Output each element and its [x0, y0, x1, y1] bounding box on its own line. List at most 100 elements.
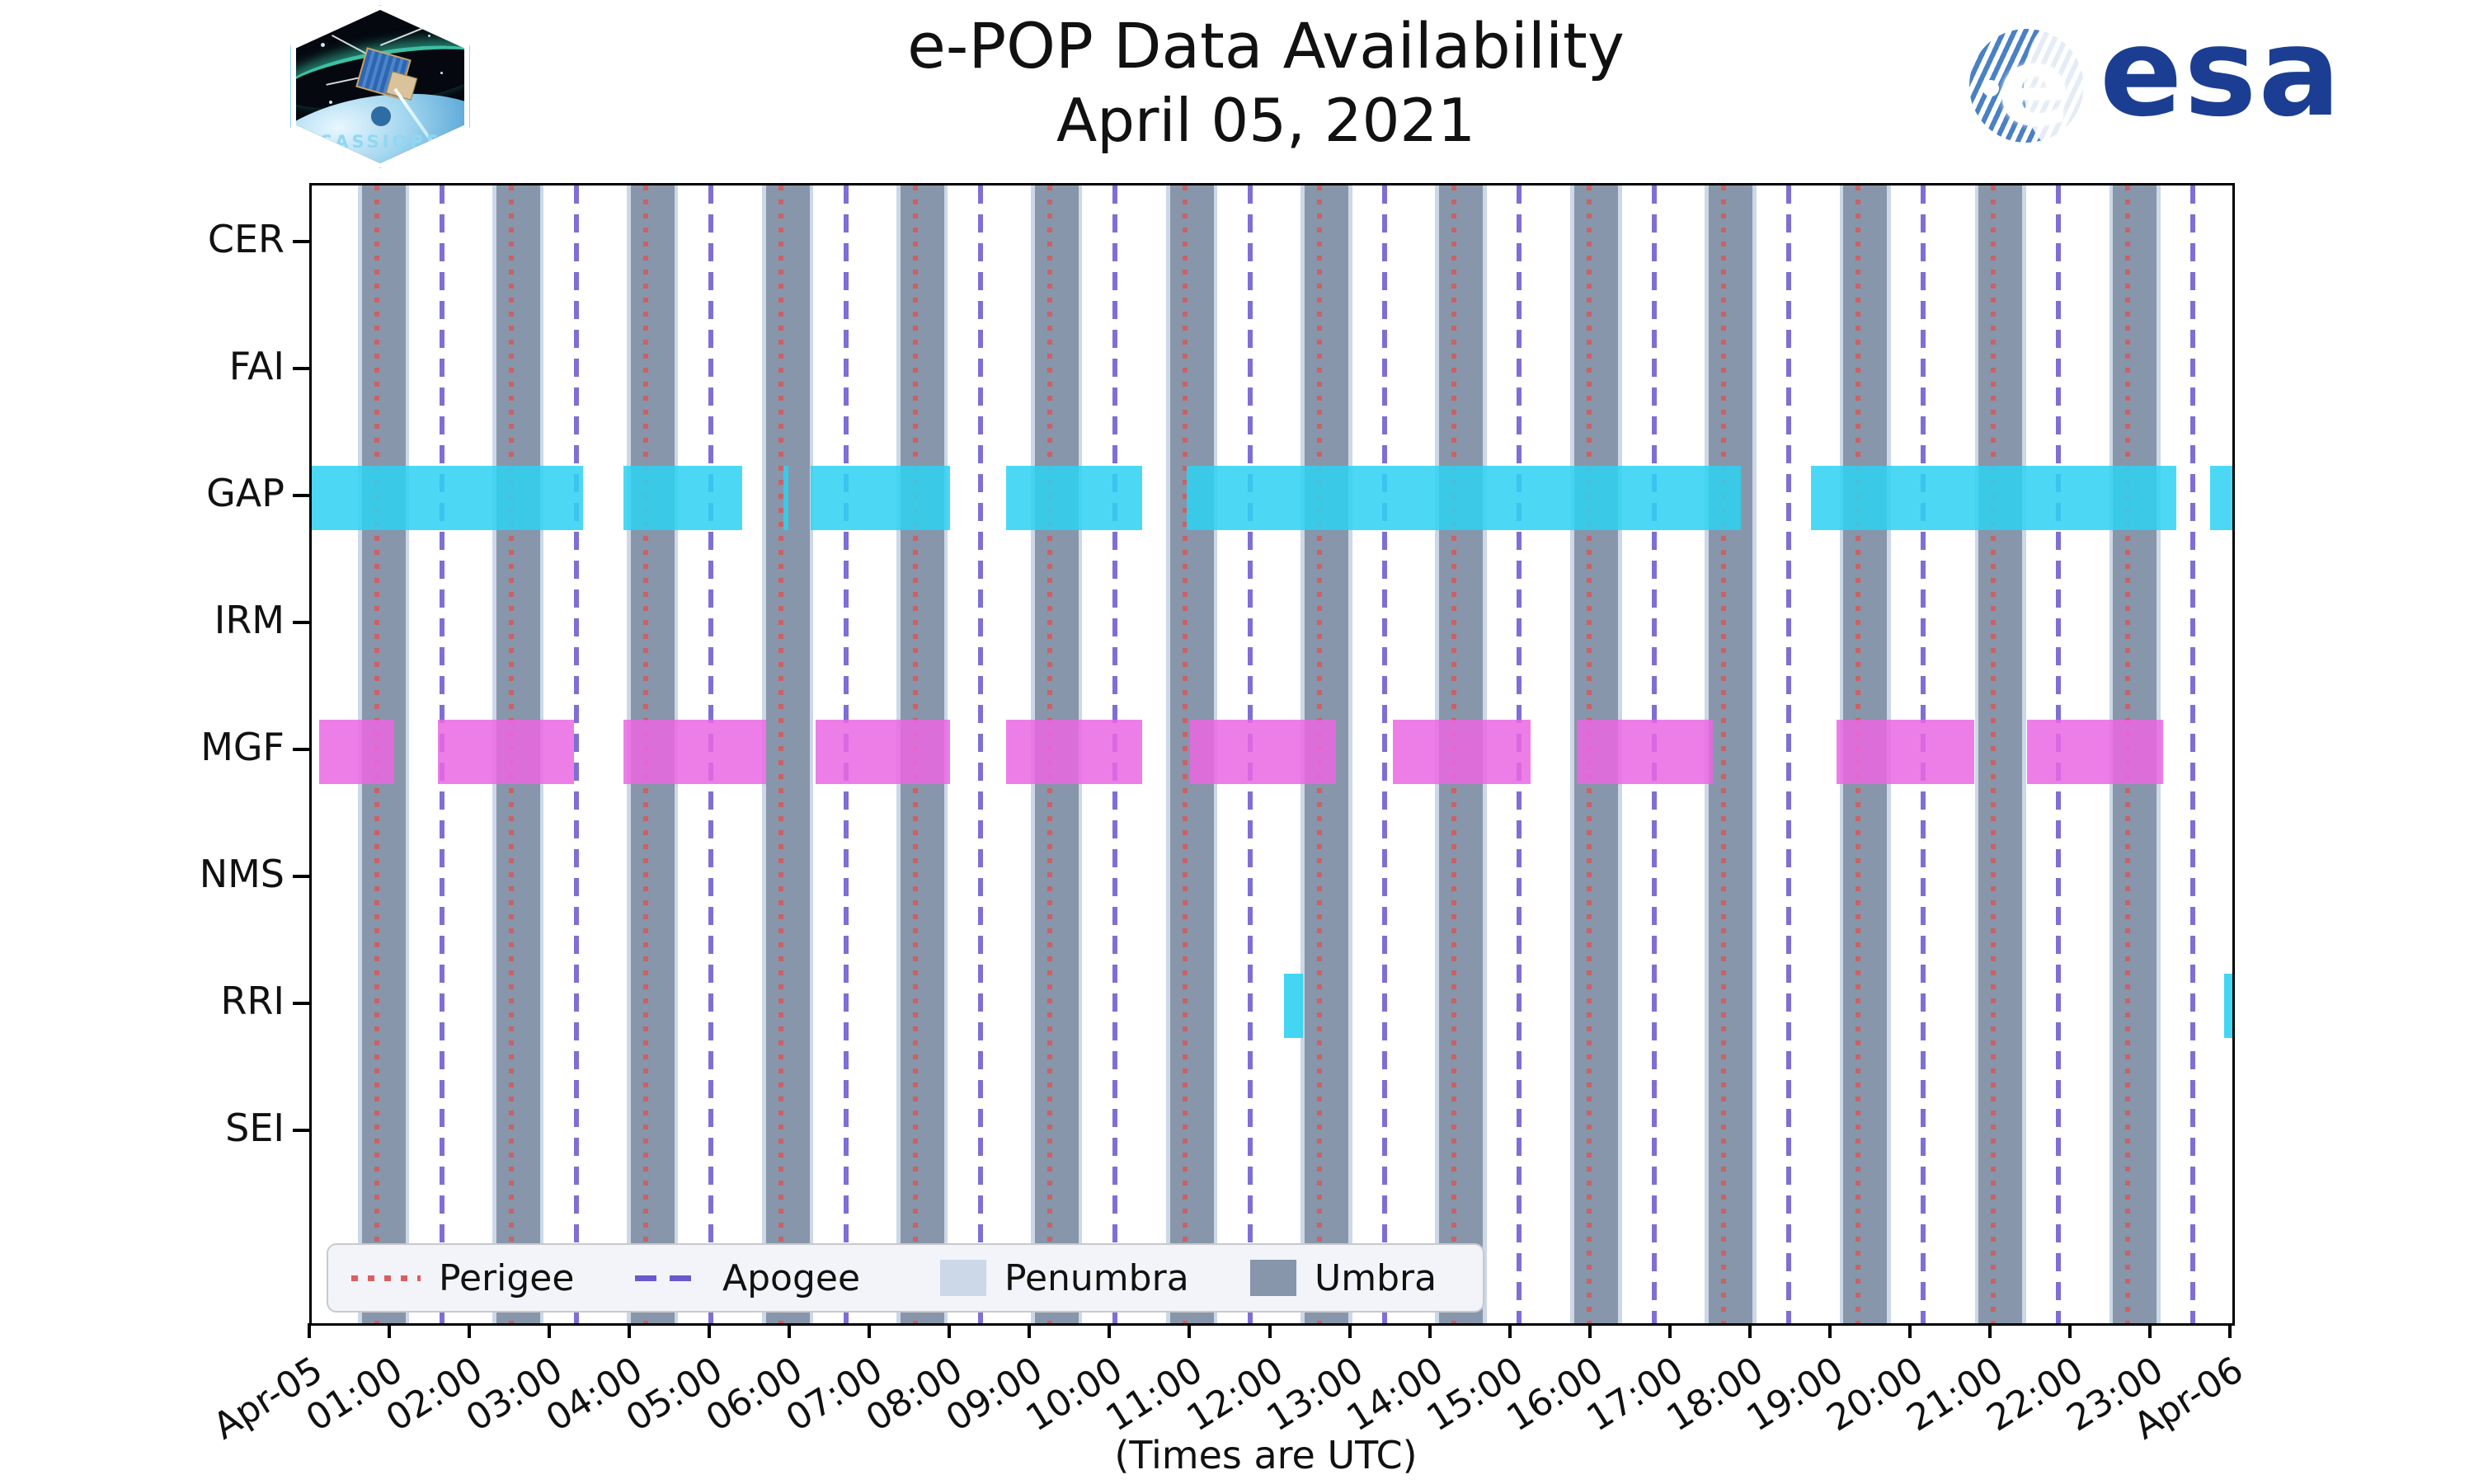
x-tick: [868, 1323, 872, 1338]
y-tick: [293, 240, 309, 243]
x-tick: [388, 1323, 392, 1338]
y-label-gap: GAP: [206, 471, 285, 515]
x-tick: [2067, 1323, 2072, 1338]
legend-item-umbra: Umbra: [1250, 1245, 1437, 1311]
y-label-cer: CER: [207, 217, 285, 261]
csa-emblem-icon: [370, 106, 392, 127]
chart-title: e-POP Data Availability: [907, 9, 1625, 82]
availability-bar-mgf: [623, 720, 767, 784]
availability-bar-gap: [312, 466, 583, 530]
chart-subtitle: April 05, 2021: [1056, 86, 1476, 155]
legend-label: Perigee: [439, 1256, 575, 1299]
y-tick: [293, 875, 309, 878]
x-tick: [468, 1323, 472, 1338]
availability-bar-gap: [783, 466, 789, 530]
availability-bar-mgf: [1836, 720, 1974, 784]
availability-bar-mgf: [1189, 720, 1337, 784]
plot-area: Perigee Apogee Penumbra Umbra: [309, 183, 2235, 1326]
x-tick: [1268, 1323, 1272, 1338]
apogee-line: [1786, 186, 1792, 1323]
availability-bar-mgf: [1577, 720, 1714, 784]
perigee-line: [1182, 186, 1188, 1323]
x-tick: [1507, 1323, 1512, 1338]
availability-bar-mgf: [816, 720, 951, 784]
perigee-line: [1720, 186, 1726, 1323]
esa-globe-crescent: [2024, 29, 2083, 143]
y-label-sei: SEI: [225, 1106, 285, 1150]
star-icon: [428, 35, 430, 37]
availability-bar-mgf: [2026, 720, 2163, 784]
x-tick: [2228, 1323, 2232, 1338]
legend-item-penumbra: Penumbra: [940, 1245, 1189, 1311]
apogee-line: [574, 186, 580, 1323]
availability-bar-mgf: [438, 720, 575, 784]
esa-wordmark: esa: [2100, 2, 2343, 143]
umbra-band: [766, 186, 810, 1323]
availability-bar-gap: [623, 466, 743, 530]
legend: Perigee Apogee Penumbra Umbra: [327, 1243, 1484, 1313]
x-tick: [308, 1323, 311, 1338]
y-label-fai: FAI: [228, 344, 285, 388]
availability-bar-rri: [1284, 974, 1304, 1038]
y-label-irm: IRM: [214, 598, 285, 642]
x-tick: [1427, 1323, 1432, 1338]
perigee-dotted-line-icon: [351, 1275, 421, 1281]
x-tick: [1108, 1323, 1112, 1338]
x-tick: [628, 1323, 632, 1338]
legend-label: Apogee: [722, 1256, 861, 1299]
star-icon: [440, 72, 443, 74]
esa-globe-icon: e: [1969, 29, 2083, 143]
y-tick: [293, 1129, 309, 1132]
apogee-dashed-line-icon: [635, 1275, 704, 1281]
x-tick: [1747, 1323, 1752, 1338]
legend-label: Umbra: [1315, 1256, 1437, 1299]
x-tick: [1987, 1323, 1992, 1338]
x-tick: [708, 1323, 712, 1338]
perigee-line: [1990, 186, 1996, 1323]
legend-item-apogee: Apogee: [635, 1245, 860, 1311]
x-tick: [1587, 1323, 1592, 1338]
availability-bar-rri: [2224, 974, 2232, 1038]
star-icon: [321, 43, 325, 47]
y-label-rri: RRI: [220, 979, 285, 1023]
esa-logo: e esa: [1969, 2, 2349, 148]
x-tick: [1667, 1323, 1672, 1338]
star-icon: [329, 101, 332, 104]
availability-bar-gap: [810, 466, 951, 530]
title-block: e-POP Data Availability April 05, 2021: [557, 8, 1975, 157]
availability-bar-gap: [1006, 466, 1143, 530]
umbra-band: [1978, 186, 2022, 1323]
esa-globe-dot: [1982, 80, 1999, 96]
apogee-line: [2190, 186, 2196, 1323]
legend-item-perigee: Perigee: [351, 1245, 574, 1311]
availability-bar-gap: [1810, 466, 2177, 530]
y-label-mgf: MGF: [200, 725, 285, 769]
x-tick: [2147, 1323, 2152, 1338]
y-tick: [293, 494, 309, 497]
availability-bars-layer: [312, 186, 2232, 1323]
x-tick: [1907, 1323, 1912, 1338]
penumbra-swatch-icon: [940, 1260, 986, 1296]
y-tick: [293, 621, 309, 624]
x-tick: [1348, 1323, 1352, 1338]
x-tick: [1827, 1323, 1832, 1338]
y-label-nms: NMS: [199, 852, 285, 896]
mission-patch-label: CASSIOPE: [318, 132, 442, 152]
availability-bar-mgf: [318, 720, 394, 784]
availability-bar-gap: [2209, 466, 2232, 530]
umbra-swatch-icon: [1250, 1260, 1296, 1296]
y-tick: [293, 367, 309, 370]
cassiope-mission-patch: CASSIOPE: [290, 5, 470, 168]
esa-globe-e: e: [1997, 29, 2072, 143]
umbra-band: [1709, 186, 1752, 1323]
y-tick: [293, 748, 309, 751]
x-tick: [548, 1323, 552, 1338]
y-tick: [293, 1002, 309, 1005]
x-tick: [1028, 1323, 1032, 1338]
availability-bar-gap: [1186, 466, 1742, 530]
x-axis-title: (Times are UTC): [1114, 1433, 1418, 1477]
legend-label: Penumbra: [1004, 1256, 1189, 1299]
x-tick: [948, 1323, 952, 1338]
apogee-line: [978, 186, 984, 1323]
